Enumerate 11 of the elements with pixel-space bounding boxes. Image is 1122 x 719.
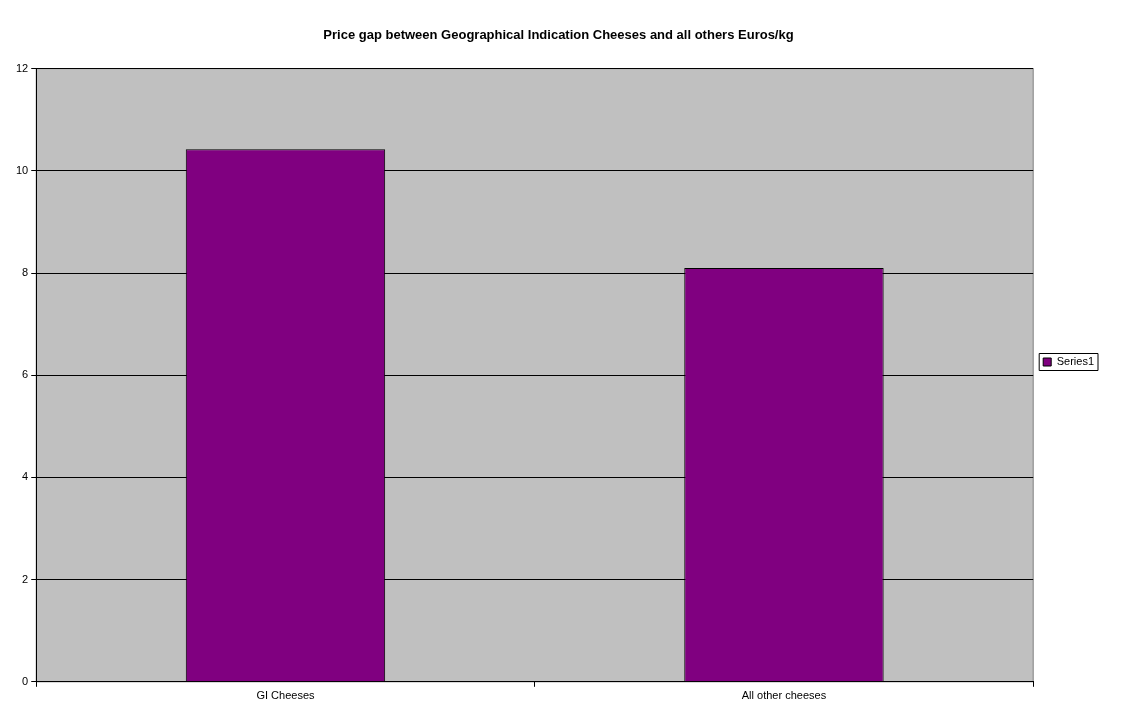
- y-tick-label: 4: [22, 470, 29, 483]
- y-tick-label: 2: [22, 572, 29, 585]
- x-tick-label: GI Cheeses: [256, 689, 316, 702]
- y-tick-label: 6: [22, 368, 29, 381]
- y-tick-label: 0: [22, 674, 29, 687]
- y-tick-label: 12: [15, 61, 29, 74]
- y-tick-label: 10: [15, 163, 29, 176]
- chart-title: Price gap between Geographical Indication Cheeses and all others Euros/kg: [323, 27, 794, 43]
- legend-label: Series1: [1056, 355, 1094, 368]
- x-tick-label: All other cheeses: [741, 689, 827, 702]
- y-tick-label: 8: [22, 266, 29, 279]
